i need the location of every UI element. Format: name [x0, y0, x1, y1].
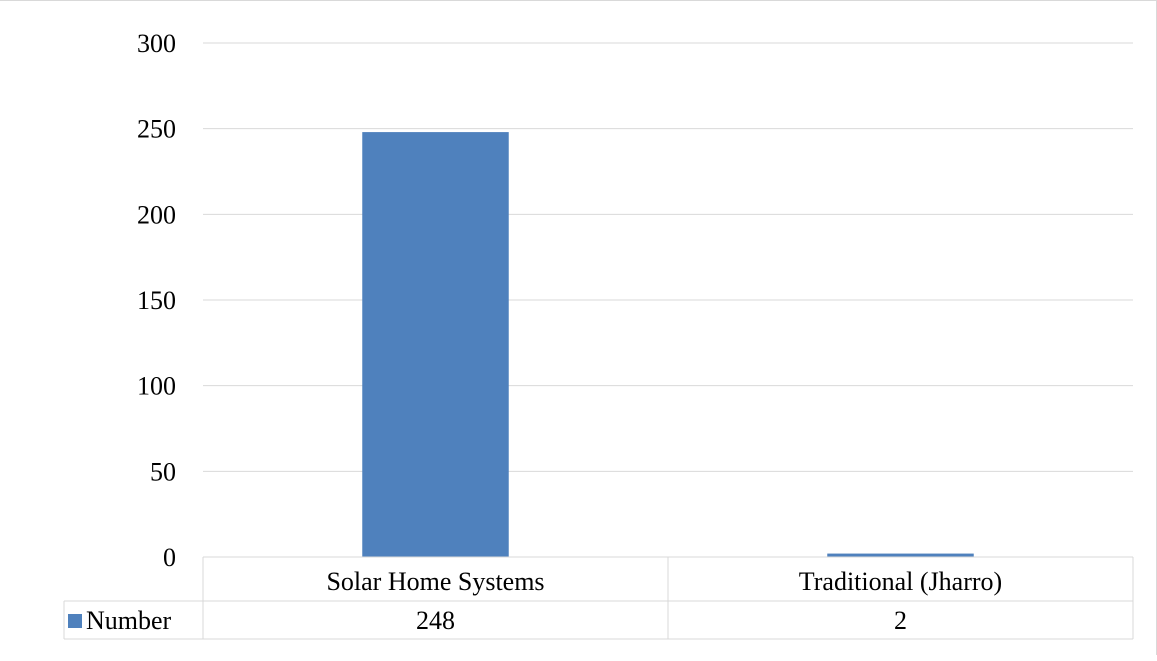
y-tick-label-150: 150	[137, 286, 176, 315]
y-axis-tick-labels: 0 50 100 150 200 250 300	[137, 29, 176, 572]
x-category-label-0: Solar Home Systems	[326, 567, 544, 596]
bars	[362, 132, 974, 558]
bar-0	[362, 132, 509, 558]
y-tick-label-200: 200	[137, 200, 176, 229]
x-category-label-1: Traditional (Jharro)	[799, 567, 1002, 596]
y-tick-label-0: 0	[163, 543, 176, 572]
y-tick-label-50: 50	[150, 457, 176, 486]
legend-label-number: Number	[86, 606, 172, 635]
data-table-value-1: 2	[894, 606, 907, 635]
data-table: Solar Home Systems Traditional (Jharro) Nu…	[63, 556, 1134, 640]
bar-1	[827, 553, 974, 557]
gridlines	[203, 42, 1133, 472]
data-table-value-0: 248	[416, 606, 455, 635]
y-tick-label-100: 100	[137, 372, 176, 401]
y-tick-label-300: 300	[137, 29, 176, 58]
y-tick-label-250: 250	[137, 115, 176, 144]
legend-swatch-number	[68, 614, 82, 628]
